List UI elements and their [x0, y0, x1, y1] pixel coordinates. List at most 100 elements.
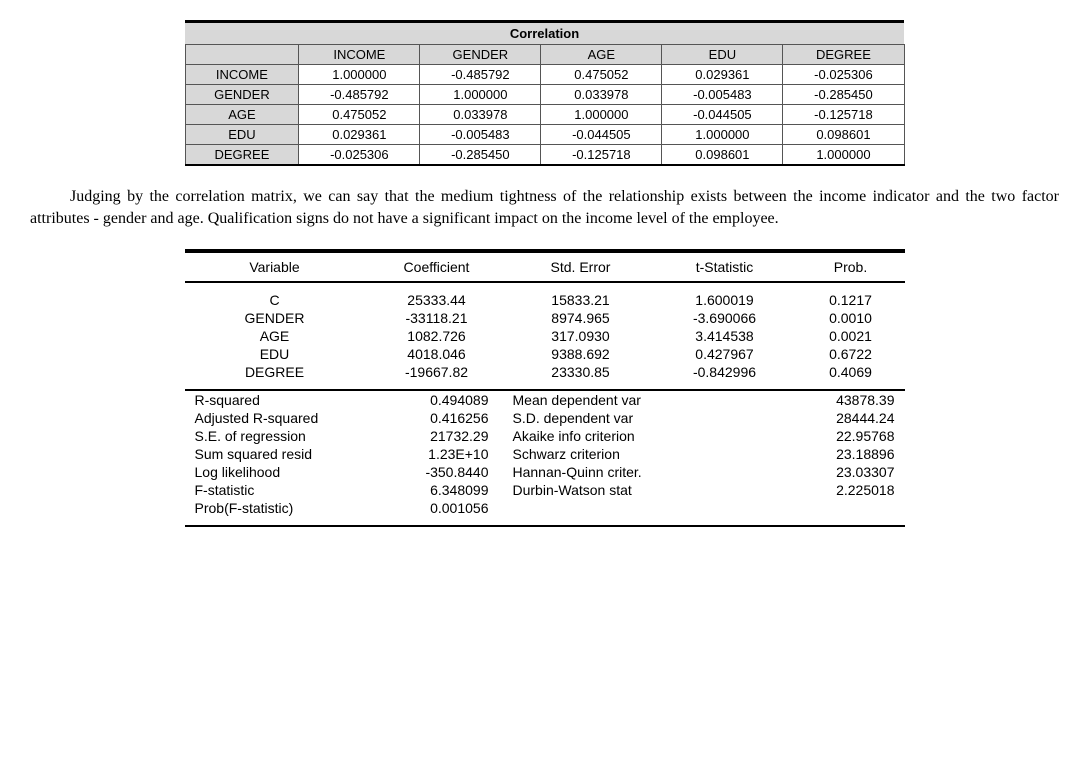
reg-coef: 1082.726 — [365, 327, 509, 345]
correlation-header-row: INCOME GENDER AGE EDU DEGREE — [185, 45, 904, 65]
stat-label: Prob(F-statistic) — [185, 499, 365, 517]
reg-var: DEGREE — [185, 363, 365, 381]
cell: -0.044505 — [662, 105, 783, 125]
cell: -0.285450 — [420, 145, 541, 166]
cell: 0.033978 — [420, 105, 541, 125]
stats-row: S.E. of regression 21732.29 Akaike info … — [185, 427, 905, 445]
cell: -0.025306 — [299, 145, 420, 166]
stat-label: Hannan-Quinn criter. — [509, 463, 797, 481]
table-row: EDU 4018.046 9388.692 0.427967 0.6722 — [185, 345, 905, 363]
stats-row: Log likelihood -350.8440 Hannan-Quinn cr… — [185, 463, 905, 481]
stat-label: R-squared — [185, 391, 365, 409]
stat-value — [797, 499, 905, 517]
col-head: DEGREE — [783, 45, 904, 65]
table-row: AGE 1082.726 317.0930 3.414538 0.0021 — [185, 327, 905, 345]
cell: 0.098601 — [783, 125, 904, 145]
cell: 1.000000 — [541, 105, 662, 125]
stat-label: Mean dependent var — [509, 391, 797, 409]
stat-value: -350.8440 — [365, 463, 509, 481]
row-label: INCOME — [185, 65, 299, 85]
reg-se: 23330.85 — [509, 363, 653, 381]
stat-label: F-statistic — [185, 481, 365, 499]
stat-value: 22.95768 — [797, 427, 905, 445]
cell: 0.029361 — [299, 125, 420, 145]
row-label: GENDER — [185, 85, 299, 105]
stat-value: 0.001056 — [365, 499, 509, 517]
row-label: DEGREE — [185, 145, 299, 166]
reg-coef: 4018.046 — [365, 345, 509, 363]
reg-se: 15833.21 — [509, 291, 653, 309]
reg-coef: -19667.82 — [365, 363, 509, 381]
regression-header-row: Variable Coefficient Std. Error t-Statis… — [185, 253, 905, 282]
reg-coef: 25333.44 — [365, 291, 509, 309]
row-label: EDU — [185, 125, 299, 145]
reg-head: Std. Error — [509, 253, 653, 282]
cell: 1.000000 — [420, 85, 541, 105]
reg-t: 1.600019 — [653, 291, 797, 309]
reg-var: C — [185, 291, 365, 309]
table-row: DEGREE -0.025306 -0.285450 -0.125718 0.0… — [185, 145, 904, 166]
stat-label: S.D. dependent var — [509, 409, 797, 427]
reg-t: 0.427967 — [653, 345, 797, 363]
table-row: GENDER -0.485792 1.000000 0.033978 -0.00… — [185, 85, 904, 105]
reg-p: 0.0021 — [797, 327, 905, 345]
cell: -0.125718 — [783, 105, 904, 125]
reg-head: Variable — [185, 253, 365, 282]
cell: -0.005483 — [420, 125, 541, 145]
reg-var: GENDER — [185, 309, 365, 327]
table-row: AGE 0.475052 0.033978 1.000000 -0.044505… — [185, 105, 904, 125]
corner-cell — [185, 45, 299, 65]
stat-value: 23.18896 — [797, 445, 905, 463]
reg-p: 0.4069 — [797, 363, 905, 381]
stats-row: Sum squared resid 1.23E+10 Schwarz crite… — [185, 445, 905, 463]
reg-se: 317.0930 — [509, 327, 653, 345]
stats-row: F-statistic 6.348099 Durbin-Watson stat … — [185, 481, 905, 499]
cell: 1.000000 — [299, 65, 420, 85]
stat-value: 43878.39 — [797, 391, 905, 409]
cell: -0.285450 — [783, 85, 904, 105]
stat-value: 2.225018 — [797, 481, 905, 499]
reg-head: t-Statistic — [653, 253, 797, 282]
cell: 0.475052 — [541, 65, 662, 85]
stat-label: S.E. of regression — [185, 427, 365, 445]
stat-value: 1.23E+10 — [365, 445, 509, 463]
col-head: INCOME — [299, 45, 420, 65]
table-row: EDU 0.029361 -0.005483 -0.044505 1.00000… — [185, 125, 904, 145]
paragraph-text: Judging by the correlation matrix, we ca… — [30, 188, 1059, 227]
correlation-table: Correlation INCOME GENDER AGE EDU DEGREE… — [185, 20, 905, 166]
reg-var: AGE — [185, 327, 365, 345]
body-paragraph: Judging by the correlation matrix, we ca… — [30, 186, 1059, 229]
col-head: AGE — [541, 45, 662, 65]
stat-value: 0.416256 — [365, 409, 509, 427]
cell: 1.000000 — [662, 125, 783, 145]
table-row: GENDER -33118.21 8974.965 -3.690066 0.00… — [185, 309, 905, 327]
cell: -0.485792 — [420, 65, 541, 85]
reg-p: 0.1217 — [797, 291, 905, 309]
stats-row: Prob(F-statistic) 0.001056 — [185, 499, 905, 517]
stat-label: Schwarz criterion — [509, 445, 797, 463]
table-row: INCOME 1.000000 -0.485792 0.475052 0.029… — [185, 65, 904, 85]
stat-value: 0.494089 — [365, 391, 509, 409]
reg-t: -3.690066 — [653, 309, 797, 327]
reg-se: 9388.692 — [509, 345, 653, 363]
cell: -0.044505 — [541, 125, 662, 145]
cell: 0.098601 — [662, 145, 783, 166]
stat-value: 21732.29 — [365, 427, 509, 445]
stat-label: Log likelihood — [185, 463, 365, 481]
cell: 1.000000 — [783, 145, 904, 166]
reg-head: Prob. — [797, 253, 905, 282]
stat-label: Akaike info criterion — [509, 427, 797, 445]
stat-value: 6.348099 — [365, 481, 509, 499]
table-row: C 25333.44 15833.21 1.600019 0.1217 — [185, 291, 905, 309]
stat-value: 23.03307 — [797, 463, 905, 481]
reg-p: 0.6722 — [797, 345, 905, 363]
cell: -0.485792 — [299, 85, 420, 105]
stat-label: Adjusted R-squared — [185, 409, 365, 427]
reg-var: EDU — [185, 345, 365, 363]
cell: -0.125718 — [541, 145, 662, 166]
col-head: EDU — [662, 45, 783, 65]
table-row: DEGREE -19667.82 23330.85 -0.842996 0.40… — [185, 363, 905, 381]
row-label: AGE — [185, 105, 299, 125]
cell: 0.475052 — [299, 105, 420, 125]
regression-table: Variable Coefficient Std. Error t-Statis… — [185, 249, 905, 527]
